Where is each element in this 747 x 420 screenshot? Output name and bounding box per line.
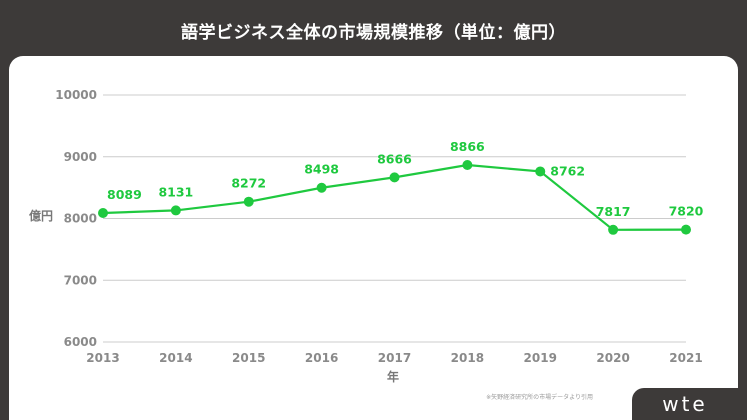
data-point [389,172,400,183]
y-tick-label: 9000 [64,150,97,164]
x-tick-label: 2015 [232,351,265,365]
series-layer: 8089 8131 8272 8498 8666 8866 8762 7817 7820 [98,139,704,235]
grid-layer [103,94,686,343]
brand-logo: wte [632,388,738,420]
x-axis-label: 年 [387,369,399,384]
y-tick-label: 10000 [55,88,97,102]
chart-card: 6000 7000 8000 9000 10000 2013 2014 2015 2016 201… [9,56,738,420]
data-label: 7820 [669,204,704,219]
tick-layer: 6000 7000 8000 9000 10000 2013 2014 2015 2016 201… [55,88,702,365]
data-label: 8666 [377,151,412,166]
data-point [170,205,181,216]
data-point [462,160,473,171]
data-point [681,224,691,235]
x-tick-label: 2013 [86,351,119,365]
y-tick-label: 7000 [64,273,97,287]
data-label: 8498 [304,162,339,177]
chart-title: 語学ビジネス全体の市場規模推移（単位：億円） [181,23,566,43]
y-axis-label: 億円 [29,208,53,223]
x-tick-label: 2016 [305,351,338,365]
data-point [535,166,546,177]
data-label: 8272 [231,176,266,191]
x-tick-label: 2017 [378,351,411,365]
y-tick-label: 6000 [64,335,97,349]
data-label: 8762 [550,163,585,178]
data-label: 7817 [596,204,631,219]
x-tick-label: 2014 [159,351,192,365]
x-tick-label: 2020 [596,351,629,365]
data-label: 8089 [107,187,142,202]
y-tick-label: 8000 [64,212,97,226]
data-point [316,182,327,193]
data-label: 8866 [450,139,485,154]
data-point [608,224,619,235]
data-point [243,196,254,207]
x-tick-label: 2021 [669,351,702,365]
x-tick-label: 2018 [451,351,484,365]
source-note: ※矢野経済研究所の市場データより引用 [486,393,593,401]
data-point [98,208,108,219]
x-tick-label: 2019 [524,351,557,365]
data-label: 8131 [158,184,193,199]
line-chart: 6000 7000 8000 9000 10000 2013 2014 2015 2016 201… [29,88,704,401]
